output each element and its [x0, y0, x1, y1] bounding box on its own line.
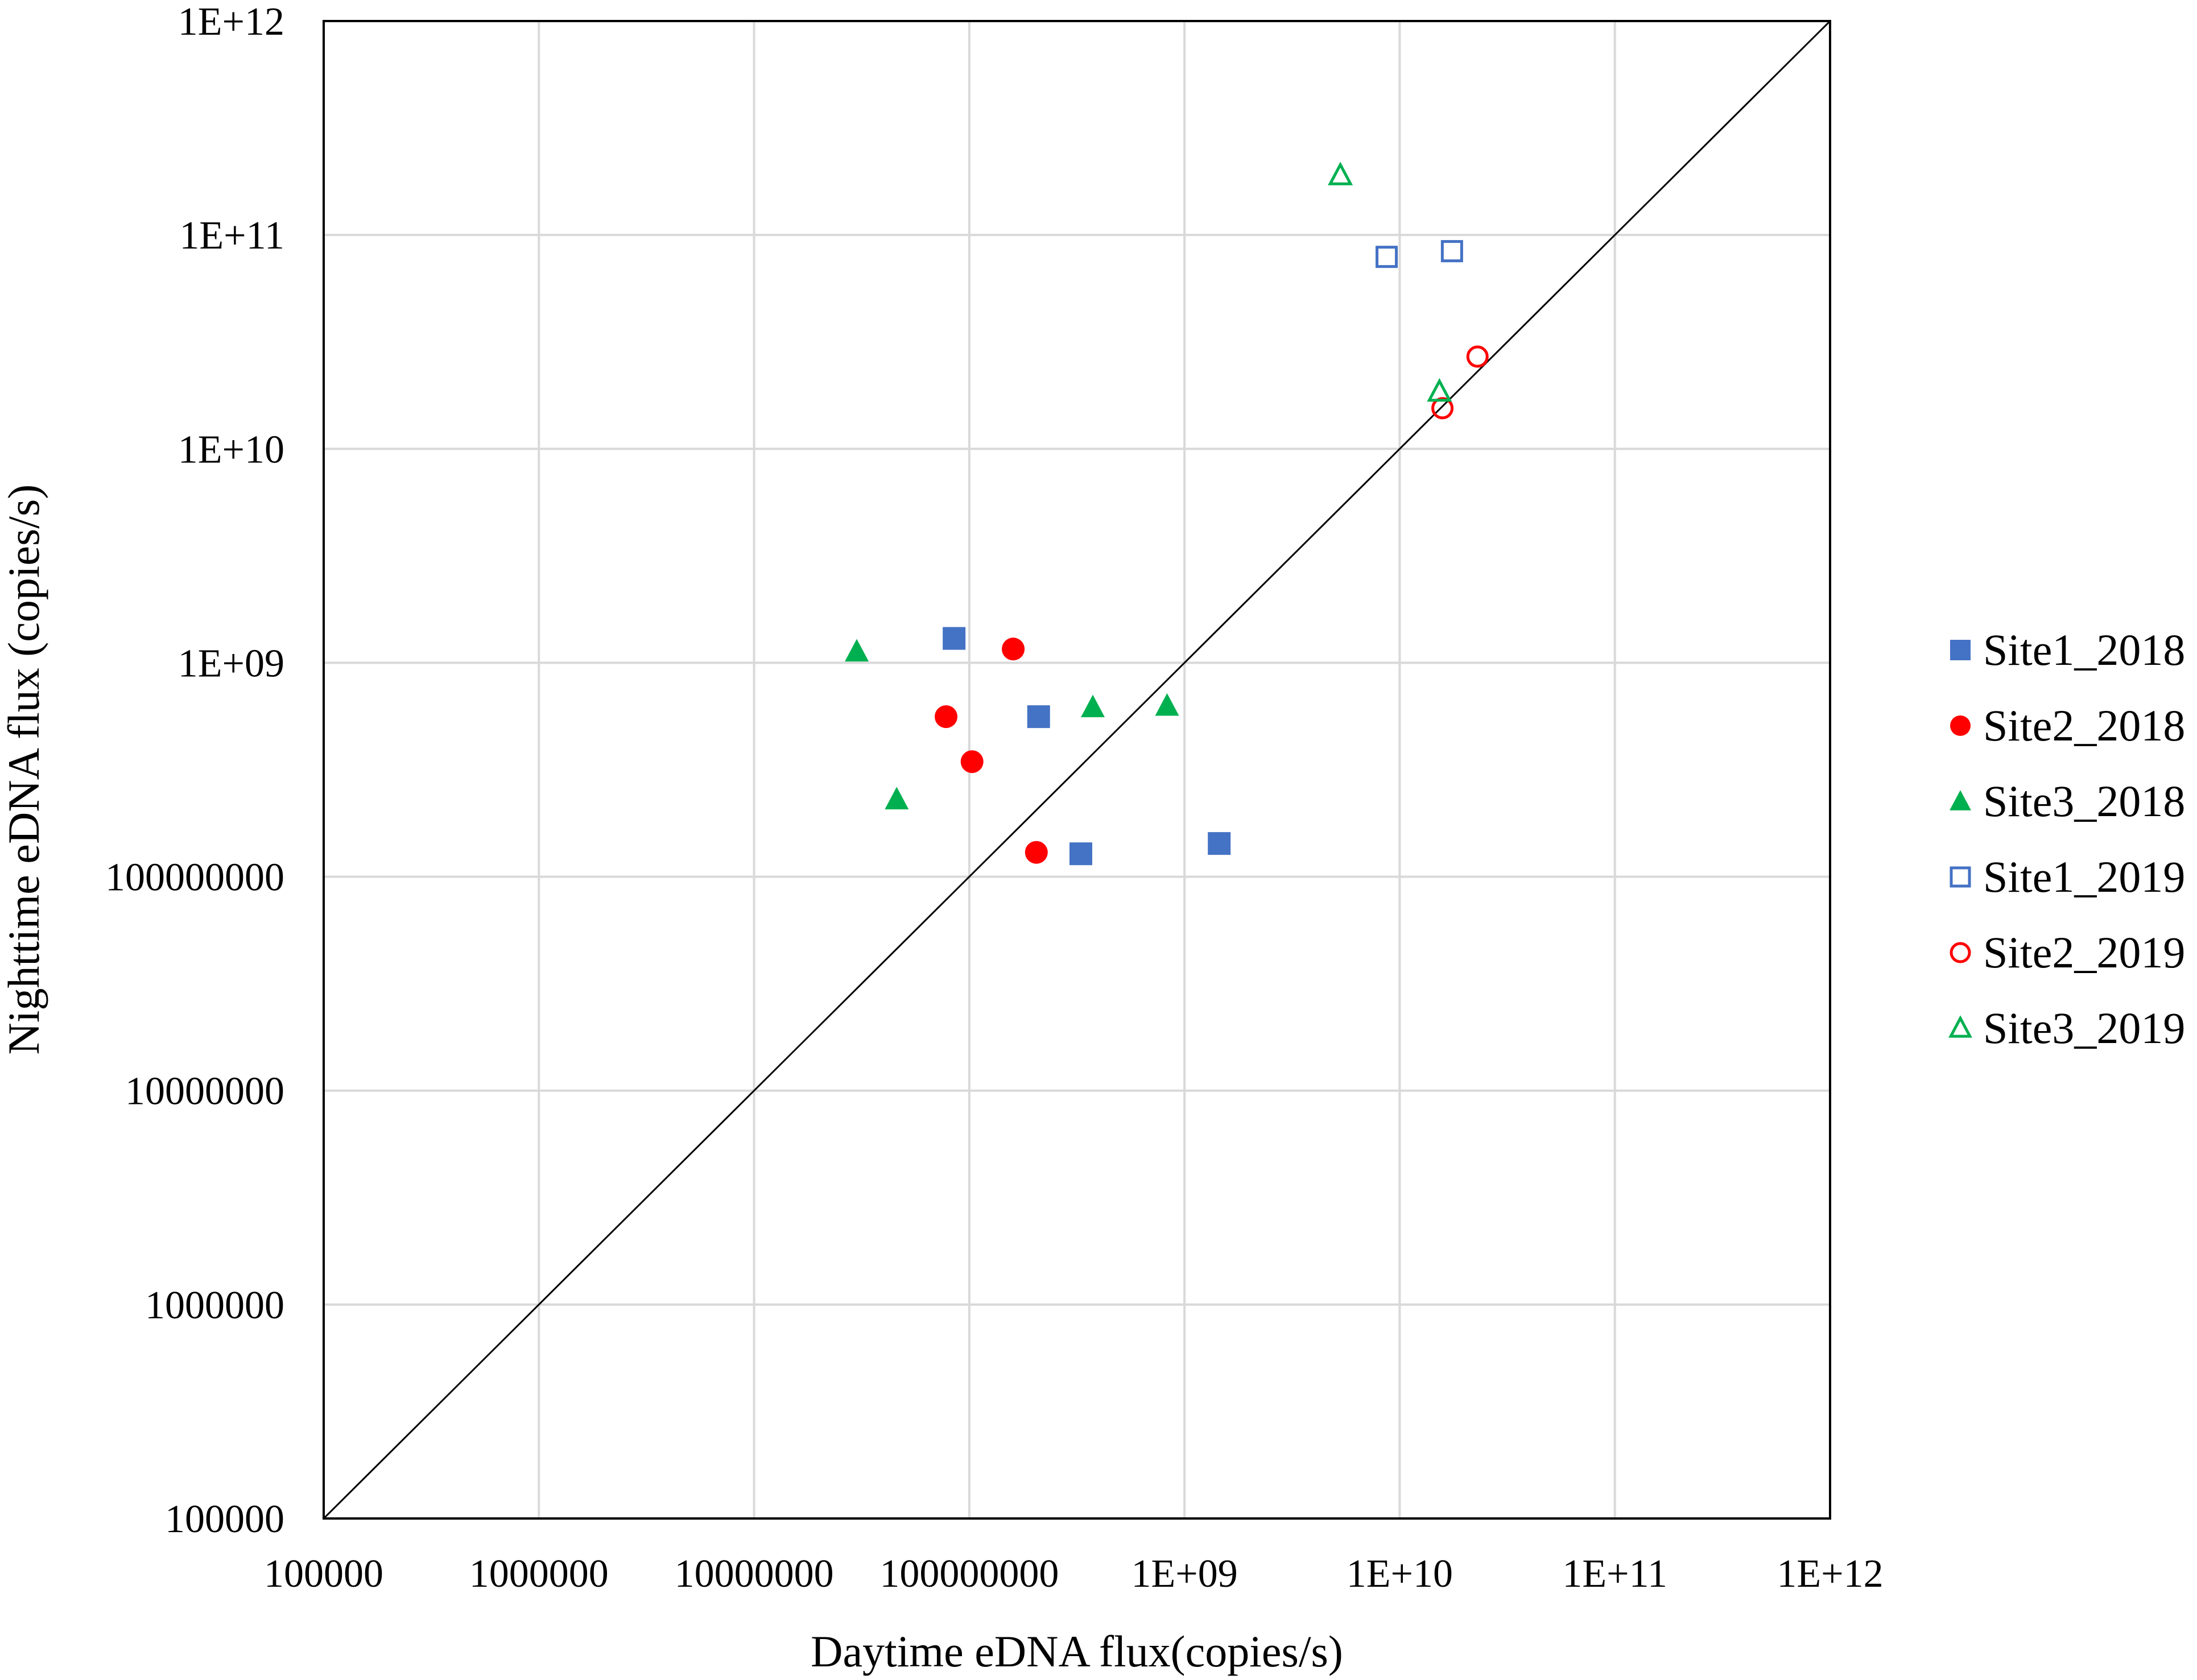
data-point-square: [1376, 246, 1398, 268]
data-point-circle: [1431, 397, 1454, 420]
data-point-triangle: [885, 787, 909, 810]
legend-marker-triangle: [1950, 790, 1971, 810]
y-axis-title: Nighttime eDNA flux (copies/s): [0, 485, 48, 1055]
data-point-square: [1208, 832, 1231, 855]
x-axis-tick-labels: 100000 1000000 10000000 100000000 1E+09 1E+10…: [264, 1552, 1884, 1596]
data-point-circle: [960, 750, 984, 773]
legend-label: Site2_2019: [1983, 928, 2185, 977]
legend-marker-square: [1950, 866, 1971, 888]
x-tick-label: 1E+12: [1777, 1552, 1883, 1596]
x-tick-label: 100000000: [879, 1552, 1059, 1596]
reference-line-y-equals-x: [323, 20, 1831, 1520]
data-point-circle: [1025, 841, 1048, 864]
data-point-triangle: [1328, 162, 1353, 185]
y-tick-label: 100000000: [105, 856, 284, 900]
x-axis-title: Daytime eDNA flux(copies/s): [811, 1627, 1343, 1676]
data-point-square: [1069, 842, 1093, 866]
y-tick-label: 1E+12: [178, 0, 284, 44]
x-tick-label: 1000000: [469, 1552, 609, 1596]
legend-label: Site3_2019: [1983, 1003, 2185, 1053]
x-tick-label: 1E+11: [1562, 1552, 1667, 1596]
data-point-circle: [1466, 345, 1489, 368]
legend-marker-circle: [1950, 715, 1971, 736]
y-tick-label: 1E+10: [178, 428, 284, 471]
legend-marker-square: [1950, 640, 1971, 660]
y-axis-tick-labels: 100000 1000000 10000000 100000000 1E+09 1E+10…: [105, 0, 284, 1541]
plot-area-frame: [323, 20, 1831, 1520]
legend-marker-circle: [1950, 942, 1971, 963]
legend-label: Site2_2018: [1983, 701, 2185, 750]
legend-marker-triangle: [1948, 1015, 1972, 1038]
y-tick-label: 1E+09: [178, 642, 284, 685]
legend-label: Site1_2019: [1983, 852, 2185, 901]
y-tick-label: 1000000: [145, 1284, 284, 1327]
x-tick-label: 1E+10: [1347, 1552, 1453, 1596]
x-tick-label: 10000000: [675, 1552, 834, 1596]
data-point-triangle: [1427, 378, 1452, 402]
x-tick-label: 1E+09: [1131, 1552, 1238, 1596]
data-point-square: [1440, 240, 1463, 263]
legend: Site1_2018 Site2_2018 Site3_2018 Site1_2019…: [1948, 625, 2185, 1053]
data-point-triangle: [1081, 694, 1105, 718]
data-point-circle: [935, 705, 958, 729]
y-tick-label: 10000000: [125, 1070, 284, 1114]
data-point-triangle: [845, 639, 869, 662]
data-point-triangle: [1155, 693, 1179, 716]
y-tick-label: 1E+11: [179, 214, 284, 258]
data-points: [845, 162, 1489, 866]
data-point-circle: [1002, 638, 1025, 661]
legend-label: Site1_2018: [1983, 625, 2185, 675]
y-tick-label: 100000: [165, 1497, 284, 1541]
data-point-square: [1027, 705, 1050, 729]
data-point-square: [943, 627, 966, 650]
grid-lines: [324, 21, 1830, 1518]
legend-label: Site3_2018: [1983, 776, 2185, 826]
x-tick-label: 100000: [264, 1552, 383, 1596]
